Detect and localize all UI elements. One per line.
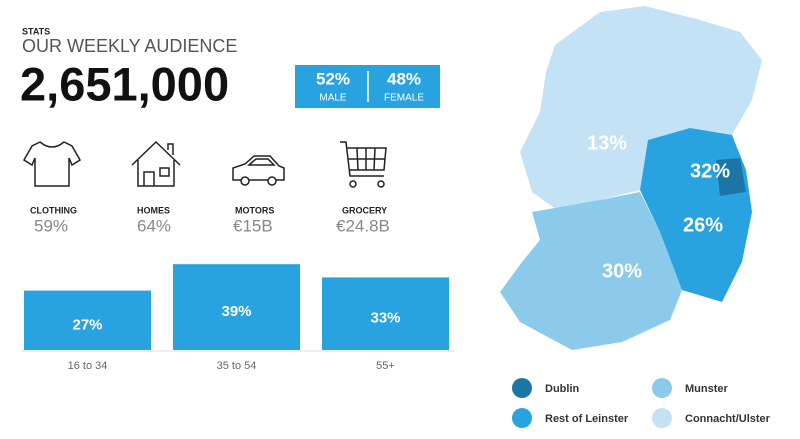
spend-label: HOMES [137,205,170,215]
house-icon [131,140,181,187]
male-value: 52% [316,69,350,88]
section-label: STATS [22,26,50,36]
x-tick-label: 16 to 34 [68,360,108,372]
x-tick-label: 55+ [376,360,395,372]
cart-icon [340,141,387,177]
x-tick-label: 35 to 54 [217,360,257,372]
bar-value-label: 39% [221,303,251,320]
bar-value-label: 27% [72,316,102,333]
spend-value: 64% [137,216,171,235]
wheel [240,176,250,186]
female-label: FEMALE [384,93,424,104]
region-value: 13% [587,132,627,154]
bar [173,264,300,350]
title: OUR WEEKLY AUDIENCE [22,36,237,56]
legend-label: Connacht/Ulster [685,413,771,425]
female-value: 48% [387,69,421,88]
spend-value: 59% [34,216,68,235]
legend-label: Dublin [545,383,579,395]
map: 13% 32% 26% 30% [500,6,762,350]
spend-value: €24.8B [336,216,390,235]
region-value: 30% [602,260,642,282]
car-icon [232,155,285,181]
spend-label: GROCERY [342,205,387,215]
region-value: 26% [683,214,723,236]
region-dublin [716,158,746,196]
legend: Dublin Rest of Leinster Munster Connacht… [512,378,771,428]
wheel [267,176,277,186]
male-label: MALE [319,93,347,104]
legend-label: Munster [685,383,729,395]
region-connacht-ulster [520,6,762,212]
cart-wheel [349,180,357,188]
spend-label: CLOTHING [30,205,77,215]
shirt-icon [22,141,82,187]
icons [22,140,387,188]
bar [24,290,151,350]
region-munster [500,192,682,350]
spend-value: €15B [233,216,273,235]
audience-number: 2,651,000 [20,57,229,110]
legend-swatch [512,378,532,398]
legend-label: Rest of Leinster [545,413,629,425]
region-value: 32% [690,160,730,182]
legend-swatch [652,378,672,398]
bar [322,277,449,350]
bar-chart: 27% 16 to 34 39% 35 to 54 33% 55+ [24,264,449,372]
cart-wheel [377,180,385,188]
bar-value-label: 33% [370,310,400,327]
legend-swatch [512,408,532,428]
legend-swatch [652,408,672,428]
spend-label: MOTORS [235,205,274,215]
